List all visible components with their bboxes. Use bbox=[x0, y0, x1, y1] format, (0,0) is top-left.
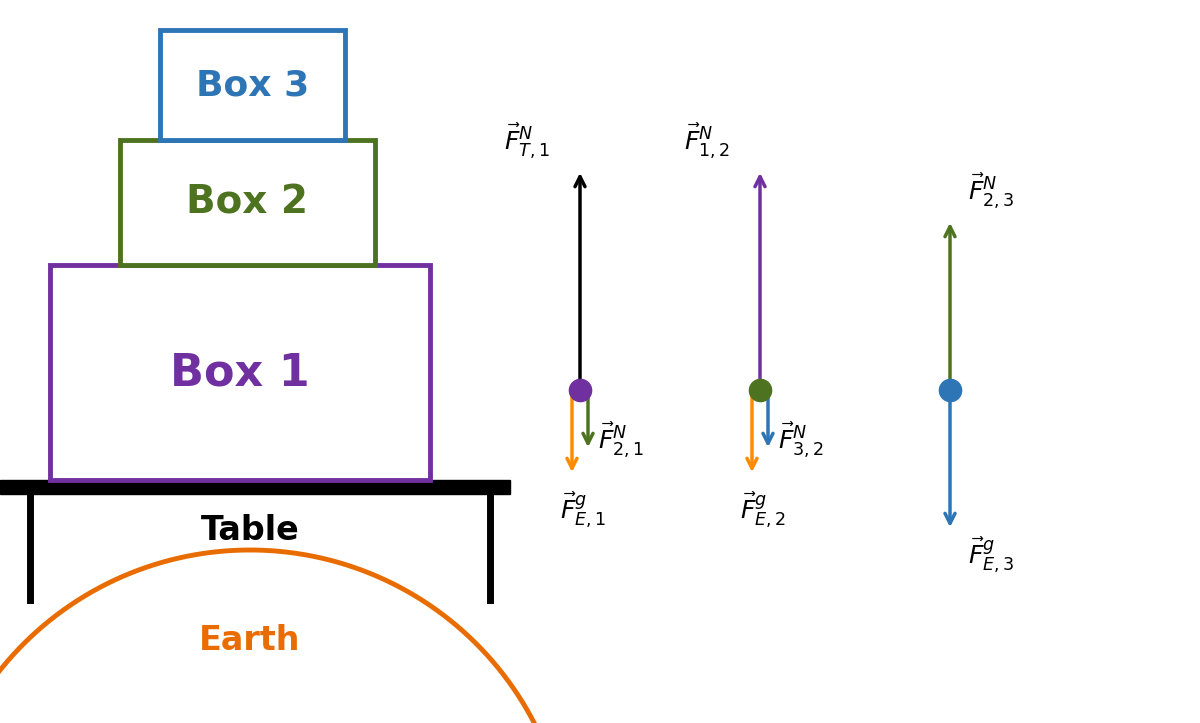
Text: $\vec{F}^{N}_{1,2}$: $\vec{F}^{N}_{1,2}$ bbox=[684, 121, 730, 160]
Text: $\vec{F}^{N}_{2,1}$: $\vec{F}^{N}_{2,1}$ bbox=[598, 421, 644, 460]
Text: Box 1: Box 1 bbox=[170, 351, 310, 394]
Text: Earth: Earth bbox=[199, 623, 301, 656]
Text: Box 2: Box 2 bbox=[186, 184, 308, 221]
Text: $\vec{F}^{g}_{E,3}$: $\vec{F}^{g}_{E,3}$ bbox=[968, 535, 1014, 574]
Text: Table: Table bbox=[200, 513, 299, 547]
Bar bbox=[0, 480, 510, 494]
Bar bbox=[120, 140, 374, 265]
Bar bbox=[160, 30, 346, 140]
Text: $\vec{F}^{g}_{E,2}$: $\vec{F}^{g}_{E,2}$ bbox=[740, 490, 786, 529]
Text: $\vec{F}^{N}_{2,3}$: $\vec{F}^{N}_{2,3}$ bbox=[968, 171, 1014, 210]
Bar bbox=[50, 265, 430, 480]
Text: Box 3: Box 3 bbox=[196, 68, 310, 102]
Text: $\vec{F}^{N}_{T,1}$: $\vec{F}^{N}_{T,1}$ bbox=[504, 121, 550, 160]
Text: $\vec{F}^{g}_{E,1}$: $\vec{F}^{g}_{E,1}$ bbox=[560, 490, 606, 529]
Text: $\vec{F}^{N}_{3,2}$: $\vec{F}^{N}_{3,2}$ bbox=[778, 421, 824, 460]
